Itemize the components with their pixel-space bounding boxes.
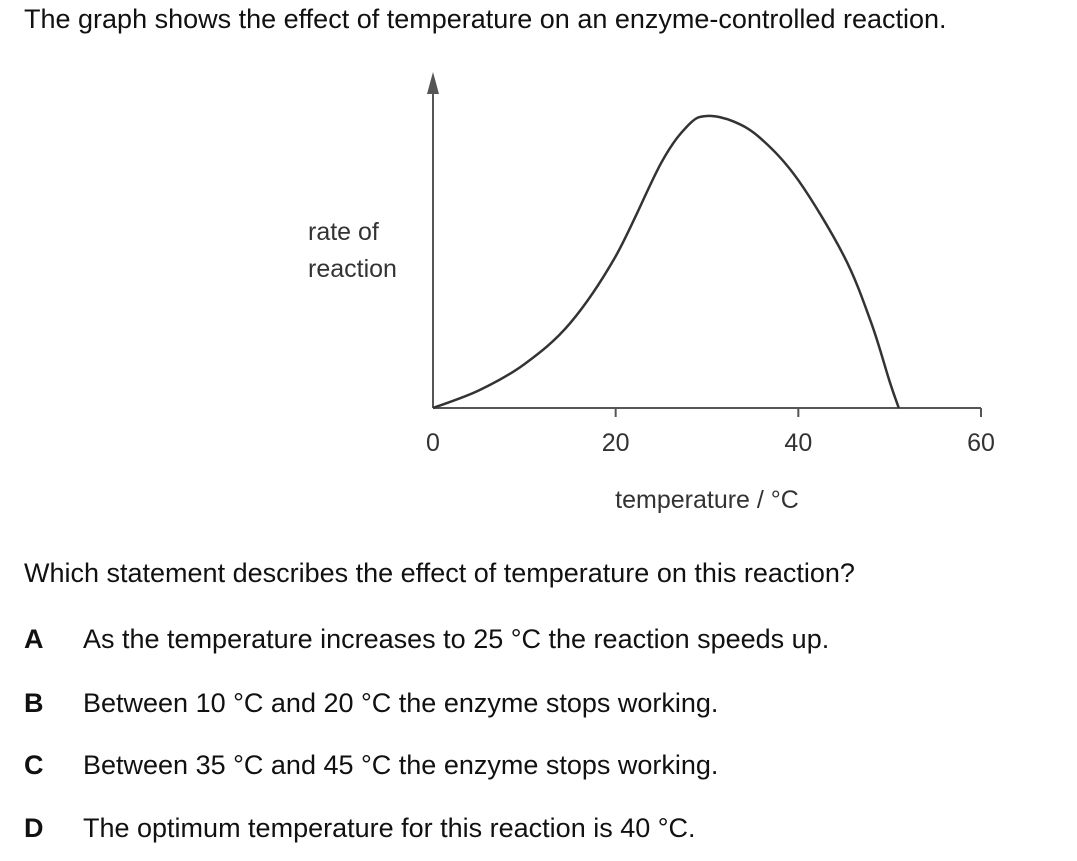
option-d-text: The optimum temperature for this reactio… (83, 813, 696, 843)
rate-vs-temperature-chart: 0 20 40 60 rate of reaction temperature / °C (308, 72, 995, 514)
x-tick-label-60: 60 (967, 429, 995, 457)
option-d-letter: D (24, 813, 44, 843)
labels-layer: 0 20 40 60 rate of reaction temperature / °C (308, 218, 995, 514)
x-axis-label: temperature / °C (615, 486, 799, 514)
option-a-text: As the temperature increases to 25 °C th… (83, 624, 830, 654)
question-intro: The graph shows the effect of temperatur… (24, 4, 947, 34)
x-tick-label-20: 20 (602, 429, 630, 457)
y-axis-label-line-2: reaction (308, 255, 397, 283)
question-text: Which statement describes the effect of … (24, 558, 855, 588)
option-b-letter: B (24, 688, 44, 718)
y-axis-label-line-1: rate of (308, 218, 379, 246)
x-tick-label-0: 0 (426, 429, 440, 457)
series-line-1 (432, 114, 900, 410)
option-b-text: Between 10 °C and 20 °C the enzyme stops… (83, 688, 719, 718)
y-axis-arrowhead (427, 72, 439, 94)
axes (427, 72, 982, 417)
option-c-text: Between 35 °C and 45 °C the enzyme stops… (83, 750, 719, 780)
option-a-letter: A (24, 624, 44, 654)
series-layer (432, 114, 900, 410)
x-tick-label-40: 40 (784, 429, 812, 457)
option-c-letter: C (24, 750, 44, 780)
